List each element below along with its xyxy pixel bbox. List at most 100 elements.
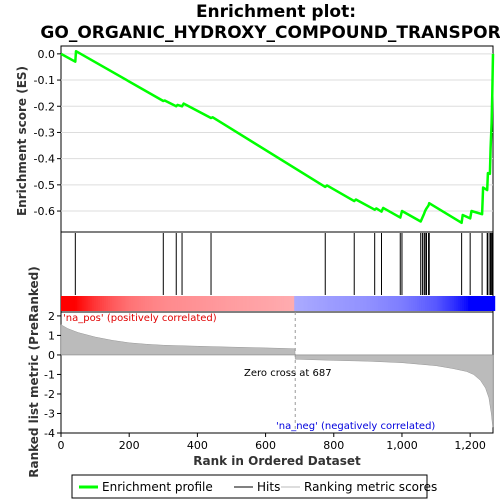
heat-cell: [486, 296, 490, 311]
heat-cell: [394, 296, 398, 311]
heat-cell: [185, 296, 189, 311]
heat-cell: [153, 296, 156, 311]
heat-cell: [273, 296, 277, 311]
metric-y-tick-label: -4: [44, 427, 55, 440]
heat-cell: [277, 296, 281, 311]
chart-title-line-2: GO_ORGANIC_HYDROXY_COMPOUND_TRANSPORT: [40, 23, 500, 43]
es-y-tick-label: -0.5: [34, 179, 55, 192]
heat-cell: [191, 296, 195, 311]
heat-cell: [136, 296, 140, 311]
heat-cell: [474, 296, 477, 311]
heat-cell: [138, 296, 142, 311]
heat-cell: [363, 296, 367, 311]
enrichment-profile-line: [60, 49, 495, 225]
heat-cell: [179, 296, 183, 311]
heat-cell: [457, 296, 461, 311]
heat-cell: [251, 296, 254, 311]
heat-cell: [357, 296, 361, 311]
heat-cell: [196, 296, 199, 311]
heat-cell: [187, 296, 191, 311]
heat-cell: [142, 296, 146, 311]
heat-cell: [288, 296, 291, 311]
heat-cell: [296, 296, 299, 311]
x-tick-label: 600: [255, 439, 276, 452]
heat-cell: [279, 296, 283, 311]
heat-cell: [451, 296, 455, 311]
heat-cell: [461, 296, 465, 311]
heat-cell: [134, 296, 138, 311]
heat-cell: [263, 296, 267, 311]
heat-cell: [290, 296, 293, 311]
heat-cell: [400, 296, 404, 311]
heat-cell: [148, 296, 152, 311]
chart-title-line-1: Enrichment plot:: [196, 2, 356, 22]
metric-y-tick-label: -3: [44, 407, 55, 420]
heat-cell: [304, 296, 307, 311]
heat-cell: [294, 296, 297, 311]
heat-cell: [312, 296, 316, 311]
heat-cell: [253, 296, 256, 311]
heat-cell: [425, 296, 428, 311]
heat-cell: [169, 296, 172, 311]
legend-hits-label: Hits: [257, 480, 280, 494]
heat-cell: [406, 296, 410, 311]
heat-cell: [161, 296, 164, 311]
heat-cell: [365, 296, 369, 311]
heat-cell: [367, 296, 371, 311]
heat-cell: [433, 296, 436, 311]
heat-cell: [453, 296, 457, 311]
ranking-metric-area: [60, 324, 494, 428]
heat-cell: [206, 296, 209, 311]
heat-cell: [306, 296, 310, 311]
heat-cell: [73, 296, 76, 311]
heat-cell: [404, 296, 408, 311]
heat-cell: [416, 296, 420, 311]
heat-cell: [200, 296, 203, 311]
heat-cell: [427, 296, 430, 311]
heat-cell: [443, 296, 447, 311]
heat-cell: [189, 296, 193, 311]
heat-cell: [419, 296, 422, 311]
heat-cell: [165, 296, 168, 311]
es-y-tick-label: -0.6: [34, 205, 55, 218]
heat-cell: [163, 296, 166, 311]
heat-cell: [455, 296, 459, 311]
heat-cell: [310, 296, 314, 311]
heat-cell: [298, 296, 301, 311]
heat-cell: [181, 296, 185, 311]
heat-cell: [224, 296, 228, 311]
heat-cell: [429, 296, 432, 311]
heat-cell: [222, 296, 226, 311]
heat-cell: [398, 296, 402, 311]
x-tick-label: 200: [119, 439, 140, 452]
heat-cell: [130, 296, 134, 311]
heat-cell: [328, 296, 332, 311]
heat-cell: [343, 296, 346, 311]
heat-cell: [347, 296, 350, 311]
heat-cell: [322, 296, 326, 311]
heat-cell: [79, 296, 82, 311]
heat-cell: [392, 296, 395, 311]
heat-cell: [193, 296, 197, 311]
heat-cell: [353, 296, 357, 311]
heat-cell: [173, 296, 177, 311]
heat-cell: [267, 296, 271, 311]
heat-cell: [214, 296, 217, 311]
heat-cell: [116, 296, 119, 311]
rank-heat-bar: [61, 296, 496, 311]
heat-cell: [257, 296, 260, 311]
heat-cell: [271, 296, 275, 311]
heat-cell: [167, 296, 170, 311]
heat-cell: [468, 296, 471, 311]
x-ticks: 0 200 400 600 800 1,000 1,200: [58, 433, 486, 452]
heat-cell: [204, 296, 207, 311]
heat-cell: [380, 296, 383, 311]
heat-cell: [238, 296, 242, 311]
heat-cell: [261, 296, 265, 311]
heat-cell: [245, 296, 248, 311]
es-line-group: [60, 49, 495, 225]
heat-cell: [308, 296, 312, 311]
x-tick-label: 400: [187, 439, 208, 452]
heat-cell: [482, 296, 485, 311]
